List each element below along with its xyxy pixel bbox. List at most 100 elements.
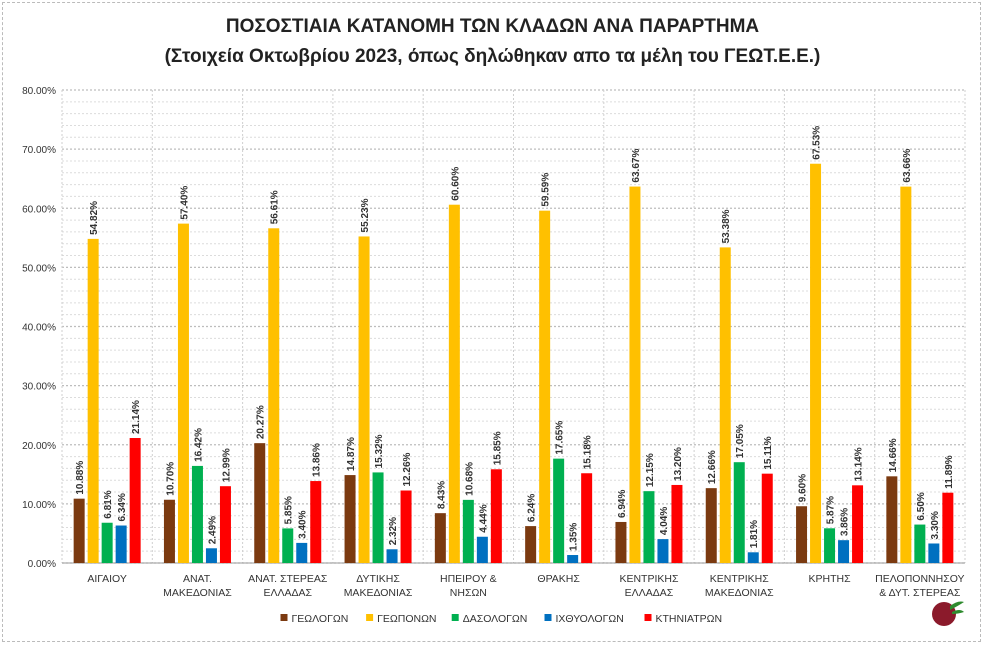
- bar: [581, 473, 593, 563]
- data-label: 13.20%: [673, 447, 684, 481]
- legend-label: ΓΕΩΛΟΓΩΝ: [292, 613, 349, 625]
- bar: [761, 473, 773, 563]
- data-label: 6.24%: [527, 494, 538, 522]
- data-label: 60.60%: [450, 167, 461, 201]
- bar: [928, 543, 940, 563]
- bar: [462, 499, 474, 563]
- data-label: 6.34%: [117, 493, 128, 521]
- bar: [400, 490, 412, 563]
- bar: [657, 539, 669, 563]
- bar: [268, 228, 280, 563]
- y-tick-label: 10.00%: [22, 500, 56, 511]
- data-label: 2.32%: [388, 517, 399, 545]
- legend-swatch: [644, 614, 652, 621]
- bar: [219, 486, 231, 563]
- legend-swatch: [280, 614, 288, 621]
- y-tick-label: 80.00%: [22, 86, 56, 97]
- bar: [191, 465, 203, 563]
- bar: [372, 472, 384, 563]
- chart-title: ΠΟΣΟΣΤΙΑΙΑ ΚΑΤΑΝΟΜΗ ΤΩΝ ΚΛΑΔΩΝ ΑΝΑ ΠΑΡΑΡ…: [225, 16, 760, 37]
- bar: [900, 186, 912, 564]
- bar: [163, 499, 175, 563]
- bar: [539, 210, 551, 563]
- data-label: 12.15%: [645, 453, 656, 487]
- data-label: 10.70%: [165, 462, 176, 496]
- data-label: 8.43%: [436, 481, 447, 509]
- bar: [942, 492, 954, 563]
- x-tick-label: ΑΙΓΑΙΟΥ: [87, 573, 127, 585]
- bar: [296, 542, 308, 563]
- data-label: 11.89%: [944, 455, 955, 488]
- x-tick-label: ΚΕΝΤΡΙΚΗΣ: [619, 573, 679, 585]
- y-tick-label: 70.00%: [22, 145, 56, 156]
- data-label: 13.86%: [312, 443, 323, 477]
- data-label: 6.81%: [103, 490, 114, 518]
- bar: [747, 552, 759, 563]
- data-label: 17.05%: [735, 424, 746, 458]
- bar: [525, 526, 537, 563]
- data-label: 5.85%: [284, 496, 295, 524]
- bar: [434, 513, 446, 563]
- x-tick-label: ΚΡΗΤΗΣ: [809, 573, 852, 585]
- bar: [476, 536, 488, 563]
- data-label: 63.67%: [631, 149, 642, 183]
- bar: [344, 475, 356, 563]
- x-tick-label: ΚΕΝΤΡΙΚΗΣ: [710, 573, 770, 585]
- x-tick-label: ΕΛΛΑΔΑΣ: [625, 587, 674, 599]
- x-tick-label: ΑΝΑΤ.: [183, 573, 212, 585]
- bar: [87, 238, 99, 563]
- data-label: 3.86%: [840, 508, 851, 536]
- data-label: 3.40%: [298, 510, 309, 538]
- legend-swatch: [544, 614, 552, 621]
- data-label: 5.87%: [826, 496, 837, 524]
- data-label: 6.50%: [916, 492, 927, 520]
- data-label: 14.66%: [888, 438, 899, 472]
- chart-subtitle: (Στοιχεία Οκτωβρίου 2023, όπως δηλώθηκαν…: [164, 46, 821, 67]
- data-label: 20.27%: [256, 405, 267, 439]
- bar: [490, 469, 502, 563]
- bar: [824, 528, 836, 563]
- bar: [282, 528, 294, 563]
- x-tick-label: & ΔΥΤ. ΣΤΕΡΕΑΣ: [879, 587, 961, 599]
- data-label: 9.60%: [798, 474, 809, 502]
- x-tick-label: ΜΑΚΕΔΟΝΙΑΣ: [344, 587, 413, 599]
- data-label: 16.42%: [193, 428, 204, 462]
- x-tick-label: ΗΠΕΙΡΟΥ &: [440, 573, 497, 585]
- data-label: 14.87%: [346, 437, 357, 471]
- x-tick-label: ΠΕΛΟΠΟΝΝΗΣΟΥ: [875, 573, 964, 585]
- x-tick-label: ΔΥΤΙΚΗΣ: [356, 573, 400, 585]
- legend-label: ΙΧΘΥΟΛΟΓΩΝ: [556, 613, 624, 625]
- x-tick-label: ΜΑΚΕΔΟΝΙΑΣ: [705, 587, 774, 599]
- x-tick-label: ΘΡΑΚΗΣ: [537, 573, 580, 585]
- data-label: 15.18%: [583, 435, 594, 469]
- legend-swatch: [451, 614, 459, 621]
- data-label: 59.59%: [541, 173, 552, 207]
- bar: [838, 540, 850, 563]
- x-tick-label: ΜΑΚΕΔΟΝΙΑΣ: [163, 587, 232, 599]
- bar: [115, 525, 127, 563]
- bar: [386, 549, 398, 563]
- legend-label: ΔΑΣΟΛΟΓΩΝ: [463, 613, 528, 625]
- data-label: 21.14%: [131, 400, 142, 434]
- bar: [254, 443, 266, 563]
- y-tick-label: 50.00%: [22, 263, 56, 274]
- bar: [719, 247, 731, 563]
- data-label: 4.44%: [478, 504, 489, 532]
- y-tick-label: 60.00%: [22, 204, 56, 215]
- x-tick-label: ΑΝΑΤ. ΣΤΕΡΕΑΣ: [248, 573, 328, 585]
- data-label: 1.81%: [749, 520, 760, 548]
- data-label: 6.94%: [617, 490, 628, 518]
- data-label: 53.38%: [721, 209, 732, 243]
- data-label: 63.66%: [902, 149, 913, 183]
- bar: [852, 485, 864, 563]
- data-label: 10.88%: [75, 461, 86, 495]
- bar: [567, 555, 579, 563]
- x-tick-label: ΝΗΣΩΝ: [450, 587, 487, 599]
- bar: [886, 476, 898, 563]
- data-label: 3.30%: [930, 511, 941, 539]
- bar: [671, 484, 683, 563]
- y-tick-label: 40.00%: [22, 323, 56, 334]
- data-label: 67.53%: [812, 126, 823, 160]
